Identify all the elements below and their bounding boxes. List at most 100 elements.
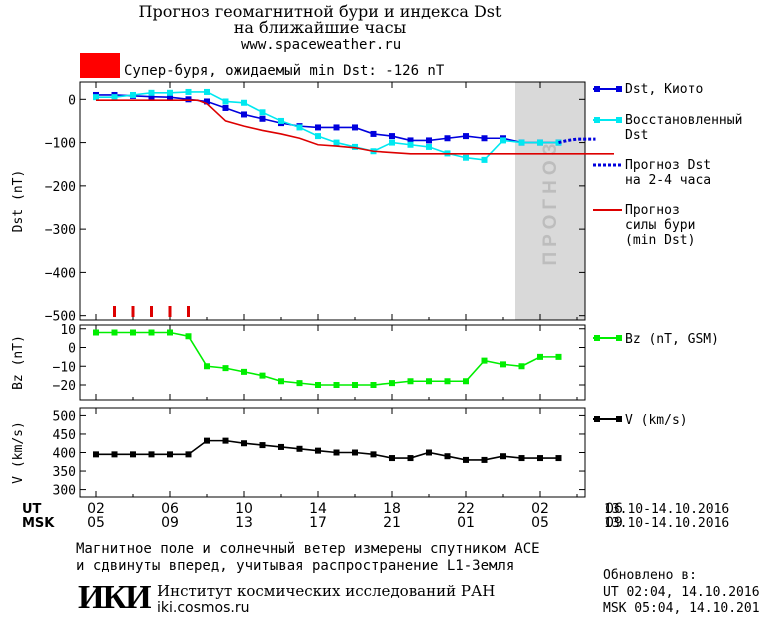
data-point xyxy=(352,124,358,131)
y-tick-label: −400 xyxy=(45,266,76,281)
data-point xyxy=(315,124,321,131)
data-point xyxy=(426,143,432,150)
ut-axis-label: UT xyxy=(22,502,42,517)
legend-v-marker xyxy=(616,416,622,422)
time-tick-label: 05 xyxy=(87,515,105,531)
series-line xyxy=(96,439,559,461)
time-tick-label: 17 xyxy=(309,515,327,531)
note-line2: и сдвинуты вперед, учитывая распростране… xyxy=(76,558,515,574)
data-point xyxy=(389,455,395,462)
data-point xyxy=(278,117,284,124)
data-point xyxy=(222,437,229,444)
legend-bz-marker xyxy=(594,335,600,341)
data-point xyxy=(389,133,395,140)
y-tick-label: 0 xyxy=(68,342,76,357)
data-point xyxy=(93,451,99,458)
data-point xyxy=(333,382,340,388)
data-point xyxy=(333,124,340,131)
data-point xyxy=(111,451,118,458)
y-axis-label: Bz (nT) xyxy=(11,335,26,390)
data-point xyxy=(185,88,192,95)
y-tick-label: −500 xyxy=(45,310,76,325)
data-point xyxy=(537,353,543,360)
updated-ut: UT 02:04, 14.10.2016 xyxy=(603,585,760,600)
data-point xyxy=(407,455,414,462)
institute-name: Институт космических исследований РАН xyxy=(157,582,496,600)
data-point xyxy=(463,456,469,463)
legend-dst-restored-marker xyxy=(616,117,622,123)
data-point xyxy=(222,365,229,372)
data-point xyxy=(370,451,377,458)
series-line xyxy=(558,137,596,145)
data-point xyxy=(204,437,210,444)
time-tick-label: 06 xyxy=(605,501,623,517)
series-line xyxy=(96,91,559,161)
time-tick-label: 02 xyxy=(531,501,549,517)
series-line xyxy=(96,94,559,144)
data-point xyxy=(370,130,377,137)
data-point xyxy=(389,139,395,146)
iki-logo: ИКИ xyxy=(78,579,152,616)
legend-bz: Bz (nT, GSM) xyxy=(625,332,719,347)
time-tick-label: 09 xyxy=(161,515,179,531)
updated-msk: MSK 05:04, 14.10.2016 xyxy=(603,601,760,616)
time-tick-label: 14 xyxy=(309,501,327,517)
data-point xyxy=(259,372,266,379)
data-point xyxy=(463,154,469,161)
time-tick-label: 22 xyxy=(457,501,475,517)
data-point xyxy=(111,329,118,336)
data-point xyxy=(444,378,451,385)
data-point xyxy=(315,447,321,454)
y-axis-label: Dst (nT) xyxy=(11,170,26,233)
legend-bz-marker xyxy=(616,335,622,341)
data-point xyxy=(93,329,99,336)
panel-frame xyxy=(79,324,586,401)
data-point xyxy=(352,143,358,150)
legend-dst-kyoto-marker xyxy=(616,86,622,92)
legend-dst-kyoto: Dst, Киото xyxy=(625,82,704,97)
data-point xyxy=(296,380,303,387)
time-tick-label: 10 xyxy=(235,501,253,517)
data-point xyxy=(259,442,266,449)
data-point xyxy=(352,449,358,456)
y-tick-label: 350 xyxy=(53,465,76,480)
data-point xyxy=(130,451,136,458)
website-label: www.spaceweather.ru xyxy=(241,37,402,53)
msk-axis-label: MSK xyxy=(22,516,55,531)
data-point xyxy=(148,93,155,100)
data-point xyxy=(259,115,266,122)
y-tick-label: −200 xyxy=(45,180,76,195)
data-point xyxy=(518,455,525,462)
data-point xyxy=(518,139,525,146)
data-point xyxy=(241,440,247,447)
data-point xyxy=(444,135,451,142)
data-point xyxy=(333,449,340,456)
institute-site: iki.cosmos.ru xyxy=(157,600,250,616)
legend-dst-forecast-1: Прогноз Dst xyxy=(625,158,712,173)
legend-dst-restored-2: Dst xyxy=(625,128,649,143)
data-point xyxy=(148,451,155,458)
chart-title-line1: Прогноз геомагнитной бури и индекса Dst xyxy=(138,2,502,21)
data-point xyxy=(296,124,303,131)
storm-label: Супер-буря, ожидаемый min Dst: -126 nT xyxy=(124,63,445,79)
forecast-band-label: ПРОГНОЗ xyxy=(540,138,561,265)
data-point xyxy=(407,137,414,144)
data-point xyxy=(185,333,192,340)
msk-date-range: 13.10-14.10.2016 xyxy=(604,516,730,531)
data-point xyxy=(555,455,562,462)
y-tick-label: −100 xyxy=(45,137,76,152)
data-point xyxy=(296,445,303,452)
data-point xyxy=(481,135,488,142)
data-point xyxy=(204,88,210,95)
time-tick-label: 18 xyxy=(383,501,401,517)
data-point xyxy=(537,139,543,146)
y-tick-label: 500 xyxy=(53,409,76,424)
y-tick-label: 400 xyxy=(53,447,76,462)
data-point xyxy=(222,98,229,105)
data-point xyxy=(222,104,229,111)
data-point xyxy=(481,357,488,364)
data-point xyxy=(167,89,173,96)
time-tick-label: 13 xyxy=(235,515,253,531)
data-point xyxy=(278,443,284,450)
